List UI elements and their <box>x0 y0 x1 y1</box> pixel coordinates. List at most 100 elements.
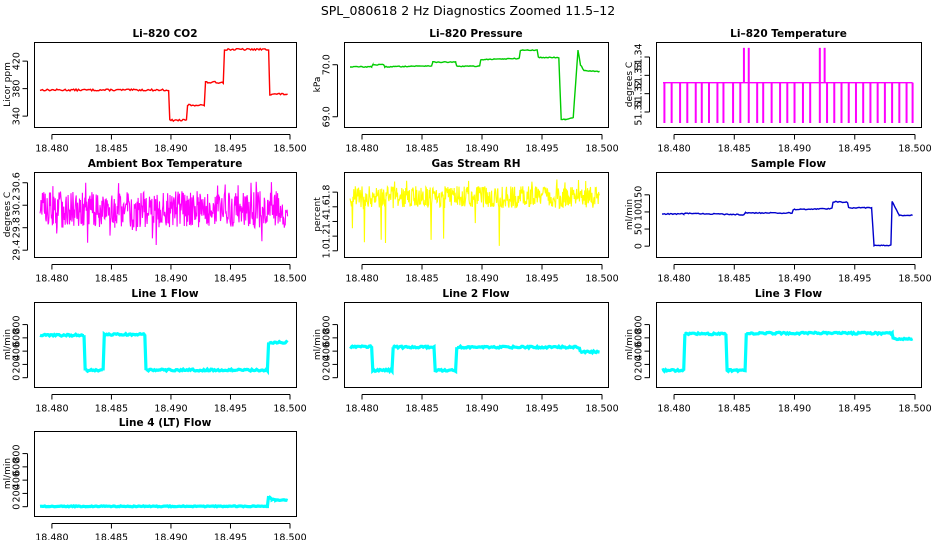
x-tick-label: 18.480 <box>657 404 690 415</box>
chart-line1: Line 1 Flow 18.480 18.485 18.490 18.495 18.50… <box>3 288 307 415</box>
x-tick-label: 18.500 <box>898 274 931 285</box>
y-tick-label: 51.31 <box>634 98 645 125</box>
x-tick-label: 18.490 <box>154 404 187 415</box>
chart-title: Sample Flow <box>751 158 826 170</box>
y-axis-label: ml/min <box>625 199 635 230</box>
x-tick-label: 18.485 <box>95 274 128 285</box>
y-tick-label: 1.0 <box>322 243 333 258</box>
y-tick-label: 0 <box>634 243 645 249</box>
x-tick-label: 18.480 <box>657 274 690 285</box>
y-tick-label: 150 <box>634 186 645 204</box>
y-tick-label: 200 <box>12 355 23 373</box>
x-tick-label: 18.480 <box>35 144 68 155</box>
x-tick-label: 18.480 <box>345 274 378 285</box>
chart-line2: Line 2 Flow 18.480 18.485 18.490 18.495 18.50… <box>313 288 619 415</box>
y-tick-label: 200 <box>12 484 23 502</box>
x-tick-label: 18.480 <box>657 144 690 155</box>
y-tick-label: 51.32 <box>634 80 645 107</box>
plot-frame <box>656 302 922 388</box>
y-axis-label: ml/min <box>625 329 635 360</box>
y-axis-label: ml/min <box>3 329 13 360</box>
y-tick-label: 600 <box>322 329 333 347</box>
y-tick-label: 340 <box>12 107 23 125</box>
series-line3 <box>661 329 914 374</box>
x-tick-label: 18.485 <box>405 274 438 285</box>
x-axis: 18.480 18.485 18.490 18.495 18.500 <box>657 394 932 415</box>
chart-sample_flow: Sample Flow 18.480 18.485 18.490 18.495 18.50… <box>625 158 932 285</box>
x-tick-label: 18.485 <box>95 404 128 415</box>
x-tick-label: 18.490 <box>154 533 187 541</box>
y-tick-label: 400 <box>12 342 23 360</box>
x-tick-label: 18.490 <box>778 144 811 155</box>
series-line4 <box>39 495 289 509</box>
series-line <box>350 49 600 121</box>
series-rh <box>349 179 600 246</box>
x-axis: 18.480 18.485 18.490 18.495 18.500 <box>657 134 932 155</box>
x-axis: 18.480 18.485 18.490 18.495 18.500 <box>35 523 307 544</box>
y-tick-label: 1.6 <box>322 199 333 214</box>
x-tick-label: 18.500 <box>273 144 306 155</box>
y-tick-label: 29.4 <box>12 240 23 261</box>
x-tick-label: 18.490 <box>465 404 498 415</box>
x-axis: 18.480 18.485 18.490 18.495 18.500 <box>345 264 619 285</box>
chart-title: Gas Stream RH <box>431 158 520 170</box>
chart-co2: Li–820 CO2 18.480 18.485 18.490 18.495 18.500… <box>3 28 307 155</box>
x-tick-label: 18.490 <box>154 274 187 285</box>
series-line <box>349 343 600 376</box>
y-tick-label: 600 <box>12 458 23 476</box>
x-axis: 18.480 18.485 18.490 18.495 18.500 <box>35 264 307 285</box>
x-tick-label: 18.500 <box>273 274 306 285</box>
x-tick-label: 18.495 <box>214 274 247 285</box>
y-tick-label: 200 <box>634 355 645 373</box>
y-tick-label: 1.4 <box>322 214 333 229</box>
y-tick-label: 0 <box>12 504 23 510</box>
y-tick-label: 0 <box>322 375 333 381</box>
plot-frame <box>656 42 922 128</box>
x-tick-label: 18.485 <box>405 404 438 415</box>
chart-title: Line 3 Flow <box>755 288 822 300</box>
y-tick-label: 400 <box>322 342 333 360</box>
chart-title: Li–820 Pressure <box>429 28 522 40</box>
y-tick-label: 800 <box>322 316 333 334</box>
y-tick-label: 800 <box>634 316 645 334</box>
y-tick-label: 100 <box>634 203 645 221</box>
x-tick-label: 18.480 <box>345 144 378 155</box>
y-tick-label: 51.34 <box>634 43 645 70</box>
y-axis: 69.0 70.0 kPa <box>313 54 338 127</box>
y-tick-label: 400 <box>12 471 23 489</box>
plot-frame <box>344 42 609 128</box>
x-axis: 18.480 18.485 18.490 18.495 18.500 <box>35 394 307 415</box>
y-tick-label: 600 <box>634 329 645 347</box>
plot-frame <box>34 431 297 517</box>
x-tick-label: 18.490 <box>465 144 498 155</box>
x-tick-label: 18.495 <box>214 144 247 155</box>
x-tick-label: 18.480 <box>35 404 68 415</box>
series-line <box>39 495 289 509</box>
x-tick-label: 18.495 <box>838 144 871 155</box>
x-tick-label: 18.500 <box>585 274 618 285</box>
chart-title: Line 4 (LT) Flow <box>119 417 212 429</box>
x-tick-label: 18.500 <box>585 404 618 415</box>
chart-title: Li–820 Temperature <box>730 28 847 40</box>
y-tick-label: 420 <box>12 52 23 70</box>
x-tick-label: 18.495 <box>214 404 247 415</box>
y-tick-label: 0 <box>12 375 23 381</box>
series-line <box>661 329 914 374</box>
y-tick-label: 380 <box>12 80 23 98</box>
x-tick-label: 18.480 <box>345 404 378 415</box>
plot-frame <box>656 172 922 258</box>
x-axis: 18.480 18.485 18.490 18.495 18.500 <box>35 134 307 155</box>
plot-frame <box>34 172 297 258</box>
x-tick-label: 18.485 <box>405 144 438 155</box>
x-tick-label: 18.495 <box>525 144 558 155</box>
x-tick-label: 18.500 <box>273 533 306 541</box>
